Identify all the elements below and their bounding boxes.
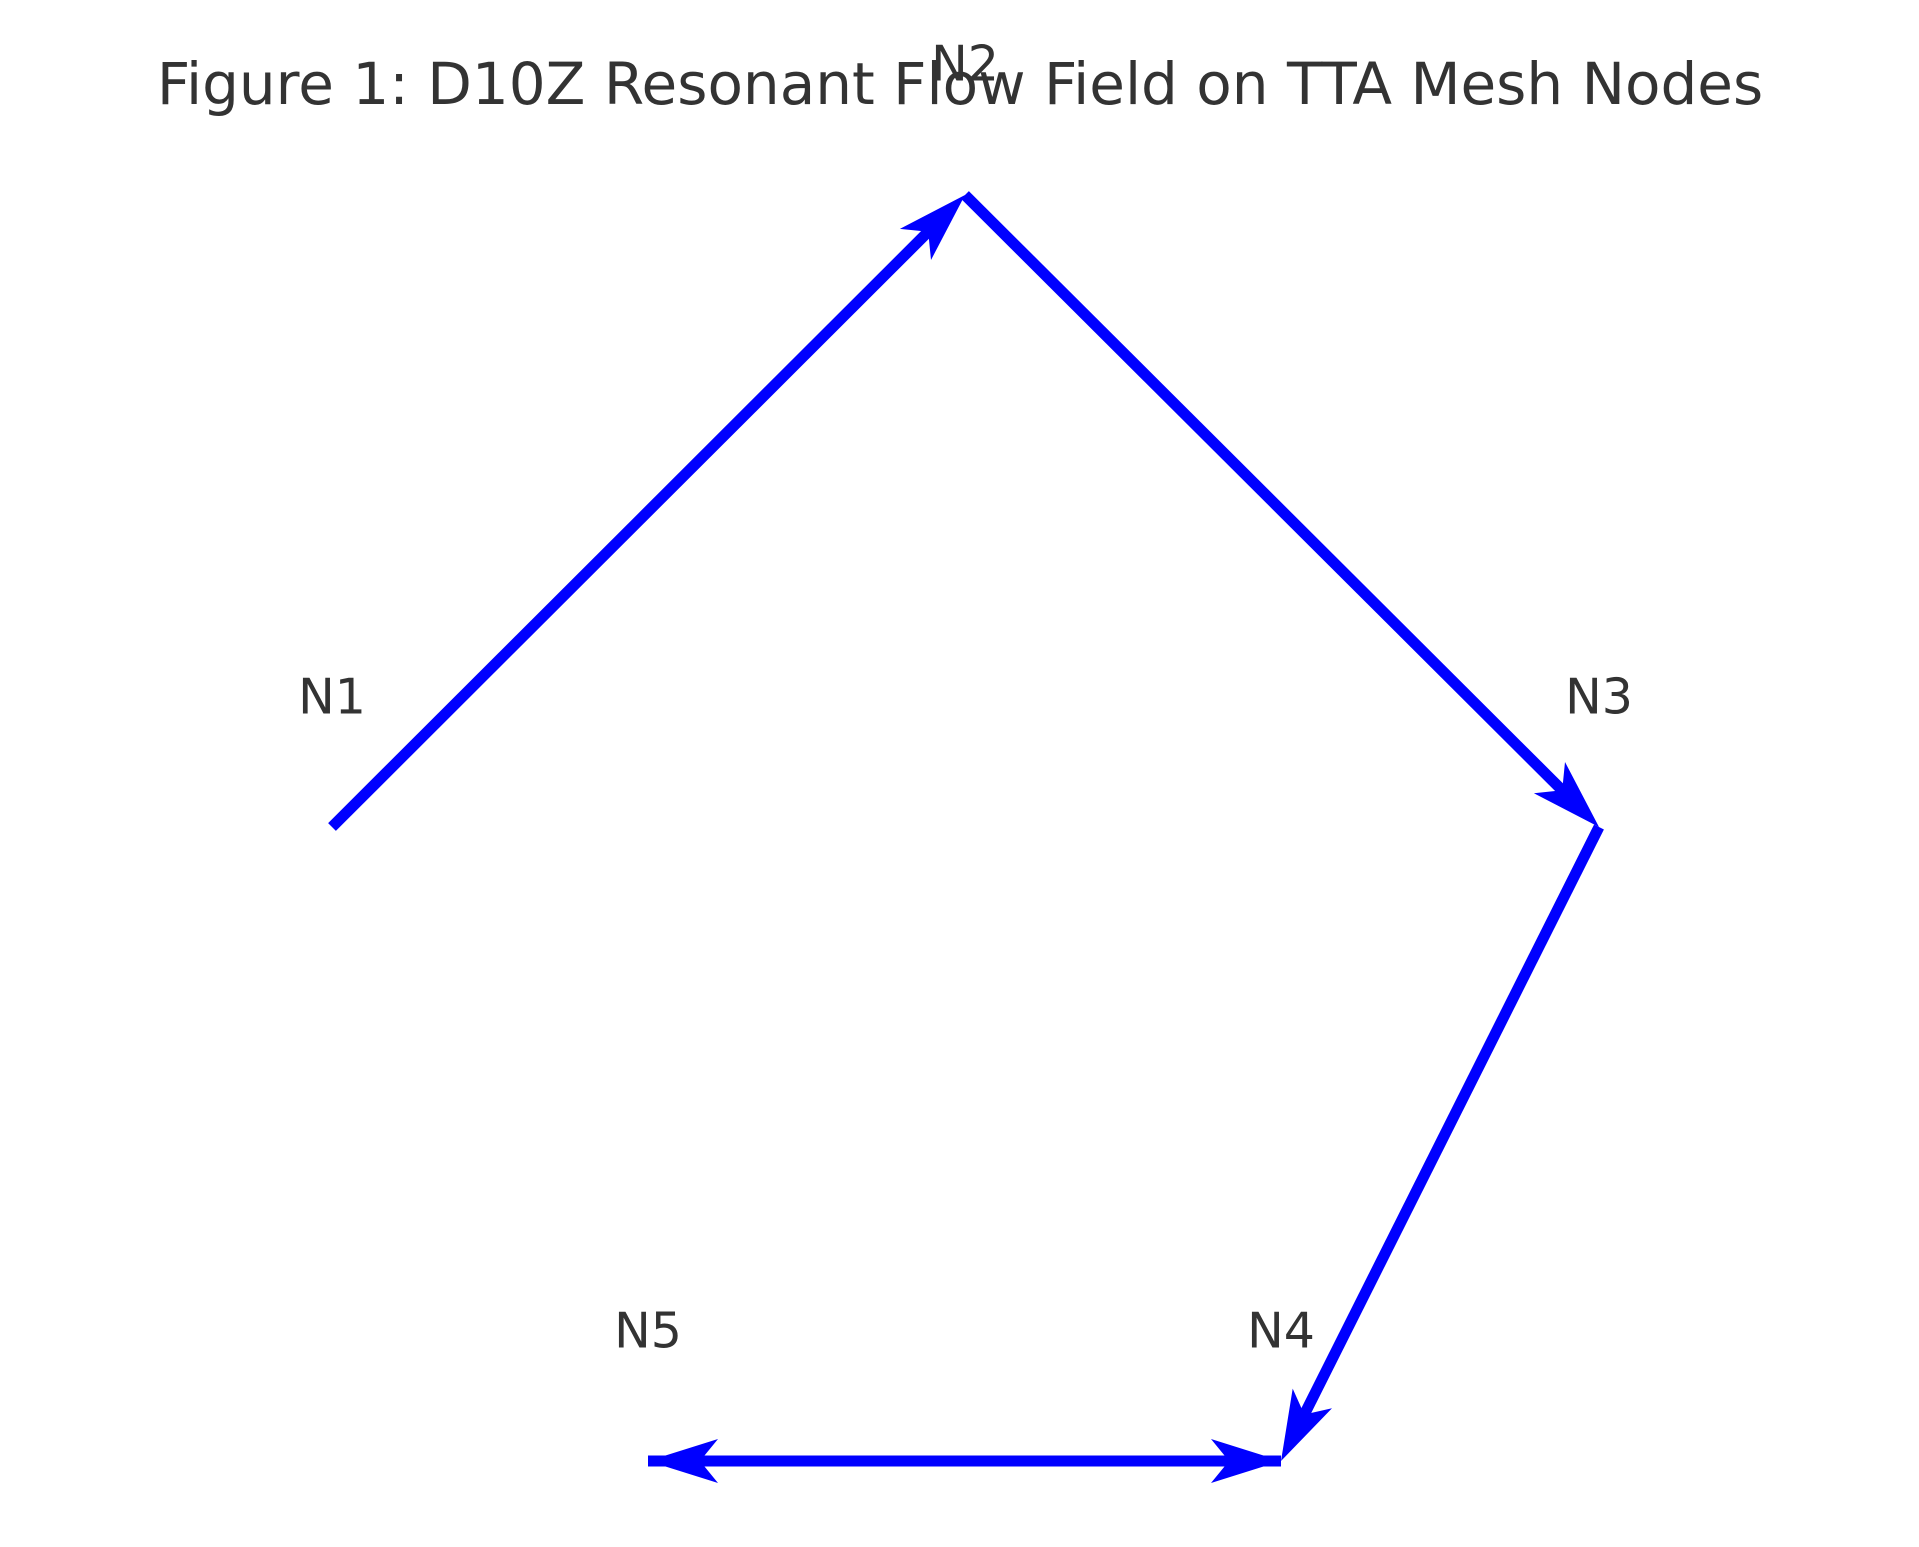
node-label-n4: N4 [1247,1303,1315,1360]
node-label-n3: N3 [1565,669,1633,726]
flow-arrowhead [899,195,965,260]
node-label-n5: N5 [614,1303,682,1360]
node-label-n1: N1 [298,669,366,726]
flow-arrow-n2-n3 [961,191,1599,827]
flow-arrowhead [1533,762,1599,827]
flow-arrow-n5-n4 [648,1439,1281,1483]
flow-arrowhead [1211,1439,1281,1483]
node-label-n2: N2 [931,36,999,93]
figure-title: Figure 1: D10Z Resonant Flow Field on TT… [157,50,1763,118]
flow-shaft [328,225,935,831]
flow-arrows [328,191,1604,1483]
flow-arrow-n1-n2 [328,195,965,831]
node-labels: N1 N2 N3 N4 N5 [298,36,1633,1360]
flow-arrow-n3-n4 [1281,824,1604,1461]
flow-arrowhead [1281,1388,1332,1461]
flow-shaft [1297,824,1604,1421]
flow-shaft [961,191,1569,798]
